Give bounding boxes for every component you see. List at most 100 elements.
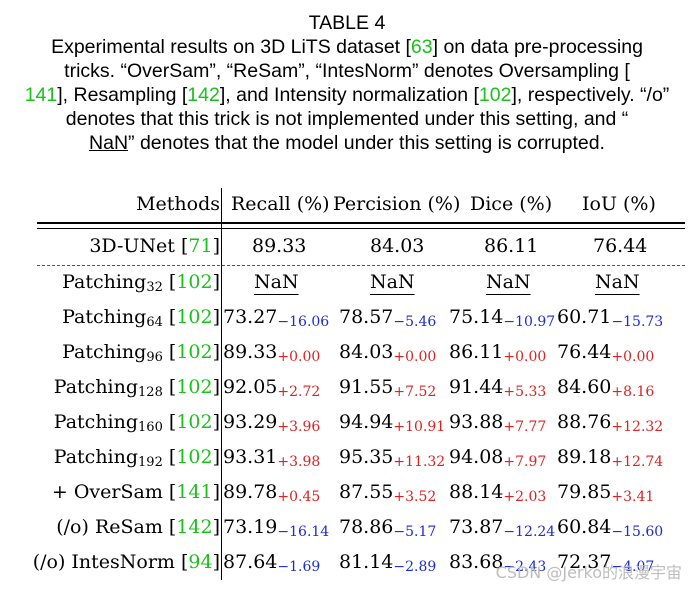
metric-delta: +0.00 (611, 349, 655, 365)
metric-cell: 83.68−2.43 (449, 551, 546, 575)
metric-cell: 88.14+2.03 (449, 481, 546, 505)
metric-cell: 79.85+3.41 (557, 481, 654, 505)
metric-value: 91.44 (449, 376, 504, 398)
metric-cell: 94.94+10.91 (339, 411, 445, 435)
metric-cell: 72.37−4.07 (557, 551, 654, 575)
metric-value: 94.08 (449, 446, 504, 468)
metric-cell: 73.27−16.06 (223, 306, 329, 330)
metric-cell: 89.33+0.00 (223, 341, 320, 365)
metric-value: 78.86 (339, 516, 394, 538)
metric-delta: +8.16 (611, 384, 655, 400)
metric-cell: 92.05+2.72 (223, 376, 320, 400)
table-title: TABLE 4 (308, 12, 386, 34)
metric-value: 60.71 (557, 306, 612, 328)
metric-value: 84.03 (339, 341, 394, 363)
metric-delta: +5.33 (503, 384, 547, 400)
header-recall: Recall (%) (231, 193, 330, 215)
method-label-baseline: 3D-UNet [71] (89, 235, 220, 257)
caption-fragment: Experimental results on 3D LiTS dataset … (51, 36, 411, 58)
metric-delta: −2.43 (503, 559, 547, 575)
method-name: Patching (62, 341, 147, 363)
metric-cell: 87.55+3.52 (339, 481, 436, 505)
header-methods: Methods (136, 193, 220, 215)
metric-value: 88.76 (557, 411, 612, 433)
caption-fragment: ” denotes that the model under this sett… (128, 132, 605, 154)
metric-cell: 88.76+12.32 (557, 411, 663, 435)
metric-value: 93.29 (223, 411, 278, 433)
metric-delta: −5.46 (393, 314, 437, 330)
baseline-value: 76.44 (593, 235, 648, 257)
metric-cell: 87.64−1.69 (223, 551, 320, 575)
metric-cell: 89.18+12.74 (557, 446, 663, 470)
metric-cell: 73.19−16.14 (223, 516, 329, 540)
metric-cell: 91.55+7.52 (339, 376, 436, 400)
metric-delta: +0.00 (503, 349, 547, 365)
caption-fragment: tricks. “OverSam”, “ReSam”, “IntesNorm” … (64, 60, 630, 82)
metric-value: 81.14 (339, 551, 394, 573)
metric-delta: −15.73 (611, 314, 664, 330)
nan-cell: NaN (370, 271, 415, 293)
metric-delta: +2.72 (277, 384, 321, 400)
metric-delta: +10.91 (393, 419, 446, 435)
metric-cell: 91.44+5.33 (449, 376, 546, 400)
method-column-rule (221, 188, 222, 580)
caption-fragment: ], Resampling [ (57, 84, 188, 106)
metric-delta: −16.14 (277, 524, 330, 540)
metric-value: 73.87 (449, 516, 504, 538)
caption-text: Experimental results on 3D LiTS dataset … (0, 35, 694, 155)
method-name: Patching (53, 411, 139, 433)
watermark: CSDN @Jerko的浪漫宇宙 (495, 563, 682, 582)
method-subscript: 160 (138, 420, 163, 435)
method-subscript: 128 (138, 385, 163, 400)
metric-delta: −16.06 (277, 314, 330, 330)
metric-delta: +3.98 (277, 454, 321, 470)
caption-fragment: ], and Intensity normalization [ (219, 84, 479, 106)
method-name: 3D-UNet (89, 235, 175, 257)
metric-value: 91.55 (339, 376, 394, 398)
metric-value: 89.18 (557, 446, 612, 468)
citation-ref: 63 (410, 36, 433, 58)
method-name: Patching (53, 446, 139, 468)
method-name: + OverSam (51, 481, 163, 503)
baseline-value: 84.03 (370, 235, 425, 257)
metric-delta: −5.17 (393, 524, 437, 540)
metric-cell: 78.86−5.17 (339, 516, 436, 540)
citation-ref: 141 (176, 481, 213, 503)
caption-fragment: ], respectively. “/o” (511, 84, 670, 106)
metric-cell: 84.03+0.00 (339, 341, 436, 365)
citation-ref: 142 (176, 516, 213, 538)
metric-cell: 86.11+0.00 (449, 341, 546, 365)
metric-value: 92.05 (223, 376, 278, 398)
method-label-row1: Patching64 [102] (62, 306, 220, 330)
metric-delta: −10.97 (503, 314, 556, 330)
metric-cell: 60.84−15.60 (557, 516, 663, 540)
table-top-rule (37, 222, 685, 224)
nan-term: NaN (89, 132, 129, 154)
metric-delta: +12.74 (611, 454, 664, 470)
citation-ref: 102 (176, 446, 213, 468)
metric-delta: −12.24 (503, 524, 556, 540)
metric-cell: 93.29+3.96 (223, 411, 320, 435)
method-subscript: 32 (146, 280, 163, 295)
metric-delta: −1.69 (277, 559, 321, 575)
citation-ref: 102 (176, 411, 213, 433)
metric-value: 88.14 (449, 481, 504, 503)
metric-cell: 78.57−5.46 (339, 306, 436, 330)
metric-value: 94.94 (339, 411, 394, 433)
metric-delta: +3.96 (277, 419, 321, 435)
metric-delta: −15.60 (611, 524, 664, 540)
citation-ref: 141 (24, 84, 58, 106)
baseline-value: 89.33 (252, 235, 307, 257)
metric-value: 87.64 (223, 551, 278, 573)
header-iou: IoU (%) (582, 193, 656, 215)
metric-delta: +7.97 (503, 454, 547, 470)
method-name: (/o) IntesNorm (32, 551, 175, 573)
header-dice: Dice (%) (470, 193, 553, 215)
metric-delta: +0.45 (277, 489, 321, 505)
metric-delta: +12.32 (611, 419, 664, 435)
nan-cell: NaN (254, 271, 299, 293)
metric-value: 73.27 (223, 306, 278, 328)
metric-value: 93.88 (449, 411, 504, 433)
metric-cell: 75.14−10.97 (449, 306, 555, 330)
